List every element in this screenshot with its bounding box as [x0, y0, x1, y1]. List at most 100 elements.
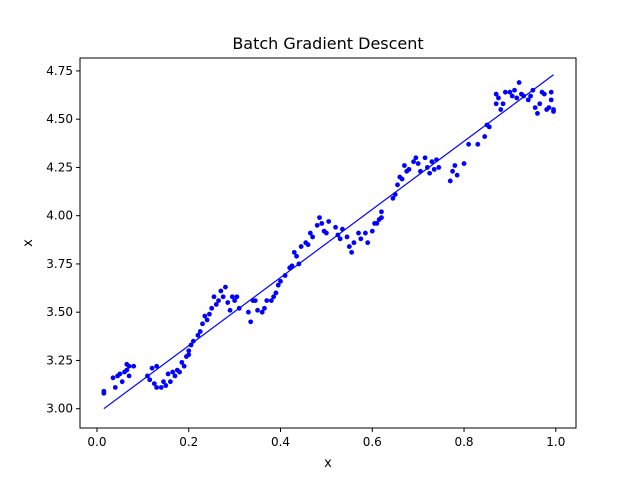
- y-axis-ticks: 3.00 3.25 3.50 3.75 4.00 4.25 4.50 4.75: [46, 64, 80, 416]
- data-point: [379, 209, 384, 215]
- y-tick-label: 3.00: [46, 402, 73, 416]
- data-point: [493, 91, 499, 97]
- data-point: [248, 319, 254, 325]
- data-point: [110, 375, 116, 381]
- data-point: [406, 166, 412, 172]
- data-point: [154, 363, 160, 369]
- data-point: [333, 224, 338, 230]
- data-point: [234, 294, 240, 300]
- data-point: [252, 298, 258, 304]
- data-point: [179, 359, 185, 365]
- data-point: [172, 373, 178, 379]
- data-point: [337, 236, 343, 242]
- data-point: [454, 172, 460, 178]
- data-point: [349, 249, 355, 255]
- data-point: [195, 332, 201, 338]
- x-tick-label: 0.8: [454, 435, 473, 449]
- data-point: [310, 234, 316, 240]
- data-point: [213, 302, 219, 307]
- data-point: [498, 107, 504, 112]
- y-tick-label: 3.50: [46, 305, 73, 319]
- data-point: [227, 307, 233, 313]
- data-point: [551, 109, 556, 114]
- data-point: [532, 105, 538, 111]
- data-point: [262, 305, 267, 311]
- y-tick-label: 3.75: [46, 257, 73, 271]
- data-point: [537, 101, 543, 107]
- data-point: [447, 178, 453, 184]
- data-point: [289, 263, 295, 269]
- data-point: [528, 93, 533, 99]
- data-point: [209, 305, 215, 311]
- data-point: [548, 97, 554, 103]
- data-point: [466, 141, 472, 147]
- axes-frame: [79, 57, 577, 429]
- data-point: [211, 294, 217, 300]
- y-tick-label: 4.25: [46, 160, 73, 174]
- data-point: [268, 298, 274, 304]
- data-point: [206, 311, 212, 317]
- data-point: [535, 110, 540, 116]
- data-point: [163, 383, 169, 388]
- data-point: [493, 101, 499, 107]
- data-point: [415, 161, 421, 166]
- data-point: [351, 240, 357, 246]
- data-point: [202, 313, 208, 319]
- data-point: [131, 363, 137, 369]
- x-tick-label: 0.0: [87, 435, 106, 449]
- data-point: [186, 348, 192, 354]
- data-point: [429, 159, 435, 165]
- data-point: [427, 170, 433, 176]
- points-layer: [101, 80, 556, 396]
- data-point: [232, 298, 238, 304]
- data-point: [365, 240, 371, 246]
- data-point: [255, 307, 260, 313]
- data-point: [475, 141, 481, 147]
- x-tick-label: 1.0: [546, 435, 565, 449]
- data-point: [514, 95, 520, 101]
- data-point: [186, 352, 192, 358]
- data-point: [516, 80, 522, 85]
- data-point: [390, 195, 396, 201]
- y-tick-label: 4.00: [46, 209, 73, 223]
- data-point: [496, 95, 501, 101]
- data-point: [197, 329, 203, 334]
- data-point: [200, 321, 205, 327]
- y-tick-label: 4.50: [46, 112, 73, 126]
- x-axis-label: x: [324, 456, 332, 471]
- data-point: [275, 282, 281, 288]
- data-point: [374, 221, 380, 226]
- data-point: [273, 290, 279, 296]
- data-point: [461, 161, 467, 166]
- data-point: [314, 222, 320, 228]
- data-point: [117, 371, 123, 377]
- data-point: [264, 298, 270, 304]
- data-point: [218, 288, 224, 294]
- data-point: [362, 230, 368, 236]
- y-tick-label: 3.25: [46, 353, 73, 367]
- data-point: [502, 89, 508, 95]
- data-point: [161, 379, 166, 385]
- data-point: [411, 159, 416, 165]
- data-point: [436, 165, 442, 170]
- data-point: [546, 105, 552, 111]
- data-point: [190, 338, 196, 344]
- data-point: [154, 385, 160, 390]
- data-point: [101, 388, 107, 394]
- data-point: [500, 101, 506, 107]
- data-point: [346, 244, 352, 249]
- data-point: [119, 379, 125, 385]
- data-point: [147, 377, 153, 383]
- data-point: [225, 300, 231, 305]
- x-tick-label: 0.2: [179, 435, 198, 449]
- data-point: [356, 230, 361, 236]
- data-point: [326, 219, 332, 224]
- data-point: [181, 363, 187, 369]
- data-point: [431, 166, 437, 172]
- data-point: [271, 294, 277, 300]
- data-point: [170, 369, 176, 375]
- data-point: [482, 134, 488, 139]
- fit-line-layer: [103, 74, 554, 410]
- data-point: [507, 89, 513, 95]
- data-point: [151, 381, 157, 387]
